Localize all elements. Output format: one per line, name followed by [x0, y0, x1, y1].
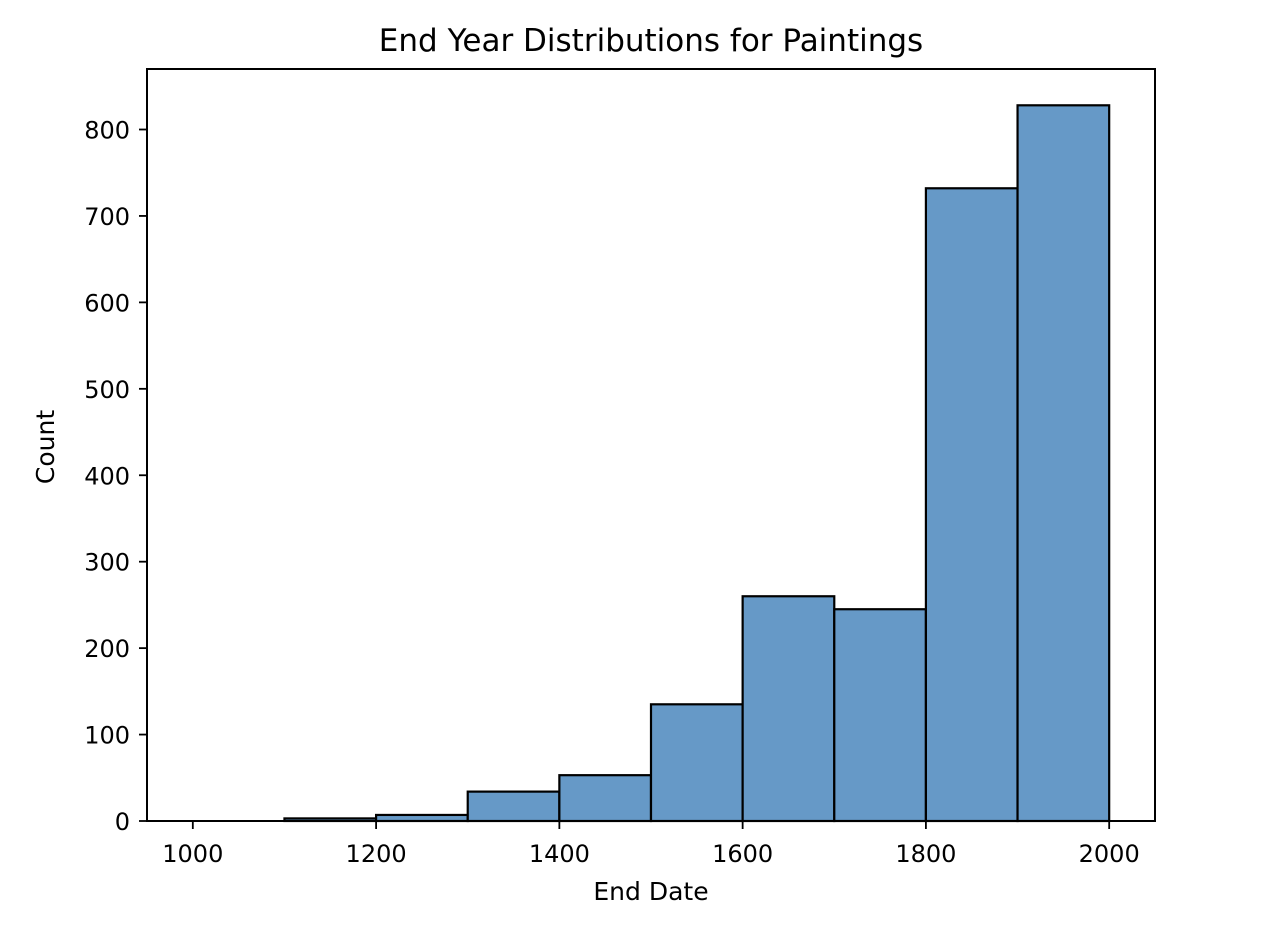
y-tick-label: 500 [84, 376, 130, 404]
histogram-bar-1400-1500 [558, 774, 653, 823]
chart-title: End Year Distributions for Paintings [379, 23, 923, 59]
y-tick-label: 300 [84, 549, 130, 577]
y-tick-label: 700 [84, 203, 130, 231]
histogram-bar-1900-2000 [1016, 104, 1111, 823]
y-tick-label: 200 [84, 635, 130, 663]
histogram-bar-1800-1900 [924, 187, 1019, 823]
y-tick-label: 600 [84, 289, 130, 317]
histogram-bar-1300-1400 [466, 790, 561, 823]
x-tick-label: 2000 [1079, 840, 1140, 868]
histogram-bar-1700-1800 [833, 608, 928, 823]
x-tick-label: 1600 [712, 840, 773, 868]
histogram-bar-1600-1700 [741, 595, 836, 823]
y-tick-label: 400 [84, 462, 130, 490]
x-tick-label: 1400 [529, 840, 590, 868]
x-axis-ticks: 1000 1200 1400 1600 1800 2000 [162, 821, 1140, 868]
y-tick-label: 0 [115, 808, 130, 836]
x-axis-label: End Date [593, 877, 708, 906]
plot-frame [146, 68, 1156, 822]
bars-group [283, 104, 1111, 823]
x-tick-label: 1200 [346, 840, 407, 868]
y-tick-label: 100 [84, 722, 130, 750]
y-axis-label: Count [31, 410, 60, 484]
x-tick-label: 1000 [162, 840, 223, 868]
y-axis-ticks: 0 100 200 300 400 500 600 700 800 [84, 117, 147, 836]
histogram-bar-1500-1600 [649, 703, 744, 823]
x-tick-label: 1800 [895, 840, 956, 868]
y-tick-label: 800 [84, 117, 130, 145]
